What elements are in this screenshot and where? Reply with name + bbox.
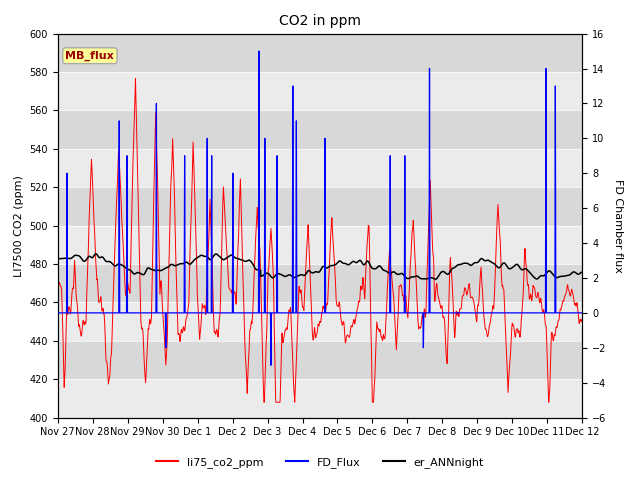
Bar (58, 187, 582, 226)
Text: MB_flux: MB_flux (65, 50, 114, 61)
Bar (58, 302, 582, 341)
Bar (58, 264, 582, 302)
Y-axis label: LI7500 CO2 (ppm): LI7500 CO2 (ppm) (13, 175, 24, 276)
Bar (58, 226, 582, 264)
Y-axis label: FD Chamber flux: FD Chamber flux (613, 179, 623, 273)
Bar (58, 149, 582, 187)
Bar (58, 34, 582, 72)
Title: CO2 in ppm: CO2 in ppm (279, 14, 361, 28)
Legend: li75_co2_ppm, FD_Flux, er_ANNnight: li75_co2_ppm, FD_Flux, er_ANNnight (151, 452, 489, 472)
Bar (58, 72, 582, 110)
Bar (58, 379, 582, 418)
Bar (58, 110, 582, 149)
Bar (58, 341, 582, 379)
